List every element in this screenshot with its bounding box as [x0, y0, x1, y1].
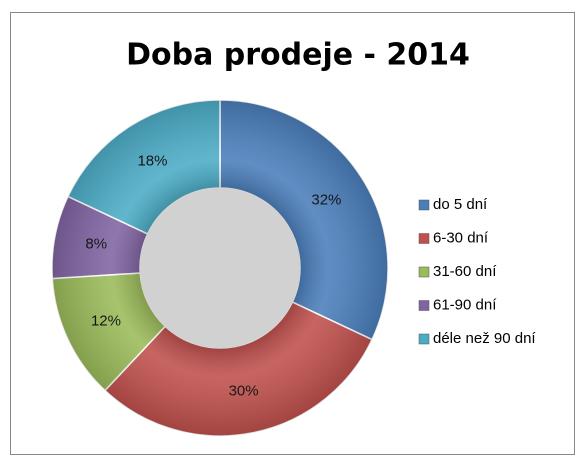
legend-label: déle než 90 dní: [433, 330, 536, 347]
data-label: 30%: [229, 383, 259, 400]
legend-swatch: [418, 333, 430, 345]
legend-swatch: [418, 300, 430, 311]
data-label: 32%: [311, 191, 341, 208]
legend-label: 31-60 dní: [433, 263, 497, 280]
legend-swatch: [418, 233, 430, 244]
legend-label: do 5 dní: [433, 196, 488, 213]
legend-swatch: [418, 266, 430, 278]
legend-label: 6-30 dní: [433, 229, 489, 246]
legend-label: 61-90 dní: [433, 296, 497, 313]
chart-title: Doba prodeje - 2014: [126, 38, 470, 73]
legend-swatch: [418, 199, 430, 211]
data-label: 8%: [85, 235, 107, 252]
data-label: 12%: [91, 313, 121, 330]
data-label: 18%: [137, 153, 167, 170]
